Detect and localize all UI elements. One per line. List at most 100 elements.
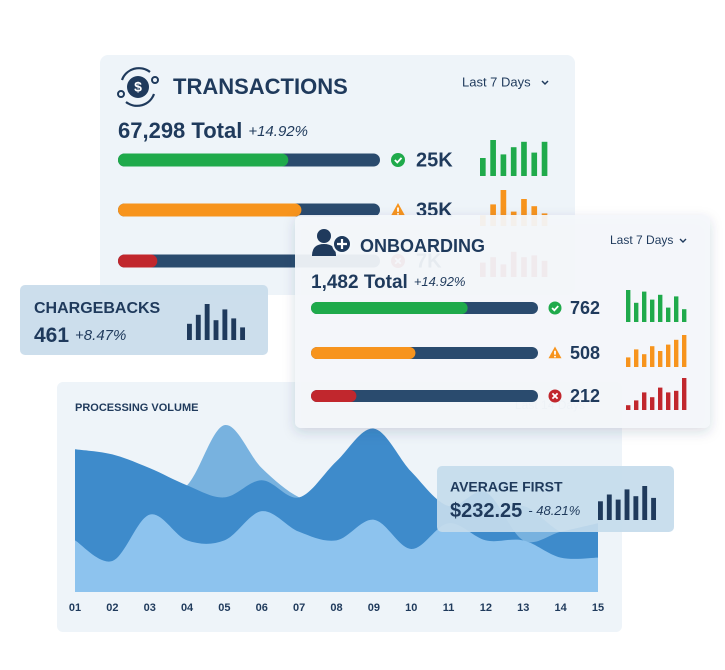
sparkline-bar: [634, 302, 639, 322]
x-tick-label: 14: [555, 602, 568, 614]
period-selector[interactable]: Last 7 Days: [610, 233, 673, 247]
check-mark: [394, 157, 403, 164]
x-tick-label: 10: [405, 602, 417, 614]
sparkline-bar: [682, 335, 687, 367]
sparkline-bar: [642, 486, 648, 520]
sparkline-bar: [650, 397, 655, 410]
card-title: CHARGEBACKS: [34, 300, 161, 317]
sparkline-bar: [666, 392, 671, 410]
x-tick-label: 09: [368, 602, 380, 614]
sparkline-bar: [521, 199, 527, 226]
change: +14.92%: [414, 274, 466, 289]
sparkline-bar: [606, 494, 612, 520]
sparkline-bar: [213, 320, 219, 340]
total: 1,482 Total: [311, 272, 408, 293]
sparkline-bar: [666, 344, 671, 367]
chevron: [679, 238, 687, 243]
sparkline-bar: [240, 327, 246, 340]
row-value: 25K: [416, 149, 453, 171]
sparkline-bar: [650, 346, 655, 367]
sparkline-bar: [500, 190, 507, 226]
sparkline-bar: [510, 147, 517, 176]
progress-fill: [118, 203, 302, 217]
sparkline-bar: [204, 304, 210, 340]
progress-track: [311, 390, 538, 402]
card-title: PROCESSING VOLUME: [75, 402, 198, 414]
transactions-icon: $: [117, 67, 159, 107]
check-icon: [391, 153, 405, 167]
sparkline-bar: [531, 152, 538, 176]
progress-fill: [311, 347, 416, 359]
x-tick-label: 07: [293, 602, 305, 614]
x-tick-label: 05: [218, 602, 230, 614]
average-first-card: AVERAGE FIRST $232.25 - 48.21%: [437, 466, 674, 532]
row-value: 508: [570, 343, 600, 363]
check-mark: [551, 305, 559, 312]
chevron: [541, 80, 549, 86]
progress-fill: [311, 390, 357, 402]
x-tick-label: 04: [181, 602, 194, 614]
sparkline-bar: [500, 154, 507, 176]
card-title: AVERAGE FIRST: [450, 479, 563, 495]
sparkline-bar: [626, 357, 631, 367]
sparkline-bar: [682, 309, 687, 322]
total-line: $232.25 - 48.21%: [450, 500, 580, 522]
sparkline-bar: [541, 141, 548, 176]
sparkline-bar: [490, 140, 496, 176]
card-title: TRANSACTIONS: [173, 74, 348, 99]
x-tick-label: 15: [592, 602, 604, 614]
sparkline-bar: [674, 339, 679, 367]
sparkline-bar: [658, 351, 663, 367]
sparkline-bar: [626, 405, 631, 410]
transactions-card: $ TRANSACTIONS Last 7 Days 67,298 Total +…: [100, 55, 575, 295]
progress-fill: [118, 254, 158, 268]
sparkline-bar: [195, 314, 201, 340]
x-tick-label: 12: [480, 602, 492, 614]
period-selector[interactable]: Last 7 Days: [462, 74, 531, 89]
svg-text:$: $: [134, 79, 142, 95]
change: - 48.21%: [528, 503, 580, 518]
sparkline-bar: [222, 309, 228, 340]
card-background: [437, 466, 674, 532]
x-tick-label: 03: [144, 602, 156, 614]
x-tick-label: 08: [330, 602, 342, 614]
check-icon: [548, 301, 562, 315]
sparkline-bar: [674, 390, 679, 410]
sparkline-bar: [624, 489, 630, 520]
x-tick-label: 13: [517, 602, 529, 614]
sparkline-bar: [626, 290, 631, 322]
sparkline-bar: [634, 400, 639, 410]
progress-fill: [118, 153, 289, 167]
row-value: 212: [570, 386, 600, 406]
sparkline-bar: [634, 349, 639, 367]
sparkline-bar: [615, 499, 621, 520]
x-tick-label: 02: [106, 602, 118, 614]
x-tick-label: 11: [443, 602, 455, 614]
sparkline-bar: [650, 299, 655, 322]
error-mark: [551, 392, 559, 400]
card-background: [295, 215, 710, 428]
sparkline-bar: [674, 296, 679, 322]
sparkline-bar: [231, 318, 237, 340]
sparkline-bar: [480, 158, 486, 176]
sparkline-bar: [658, 387, 663, 410]
sparkline-bar: [521, 141, 527, 176]
total: 67,298 Total: [118, 118, 242, 143]
card-title: ONBOARDING: [360, 236, 485, 256]
change: +8.47%: [75, 327, 126, 344]
sparkline-bar: [658, 294, 663, 322]
sparkline-bar: [642, 354, 647, 367]
sparkline-bar: [682, 378, 687, 410]
sparkline-bar: [598, 501, 603, 520]
x-tick-label: 01: [69, 602, 81, 614]
row-value: 762: [570, 298, 600, 318]
total: $232.25: [450, 500, 522, 522]
sparkline-bar: [666, 307, 671, 322]
sparkline-bar: [187, 323, 192, 340]
sparkline-bar: [651, 497, 657, 520]
sparkline-bar: [642, 291, 647, 322]
change: +14.92%: [248, 123, 308, 140]
x-tick-label: 06: [256, 602, 268, 614]
